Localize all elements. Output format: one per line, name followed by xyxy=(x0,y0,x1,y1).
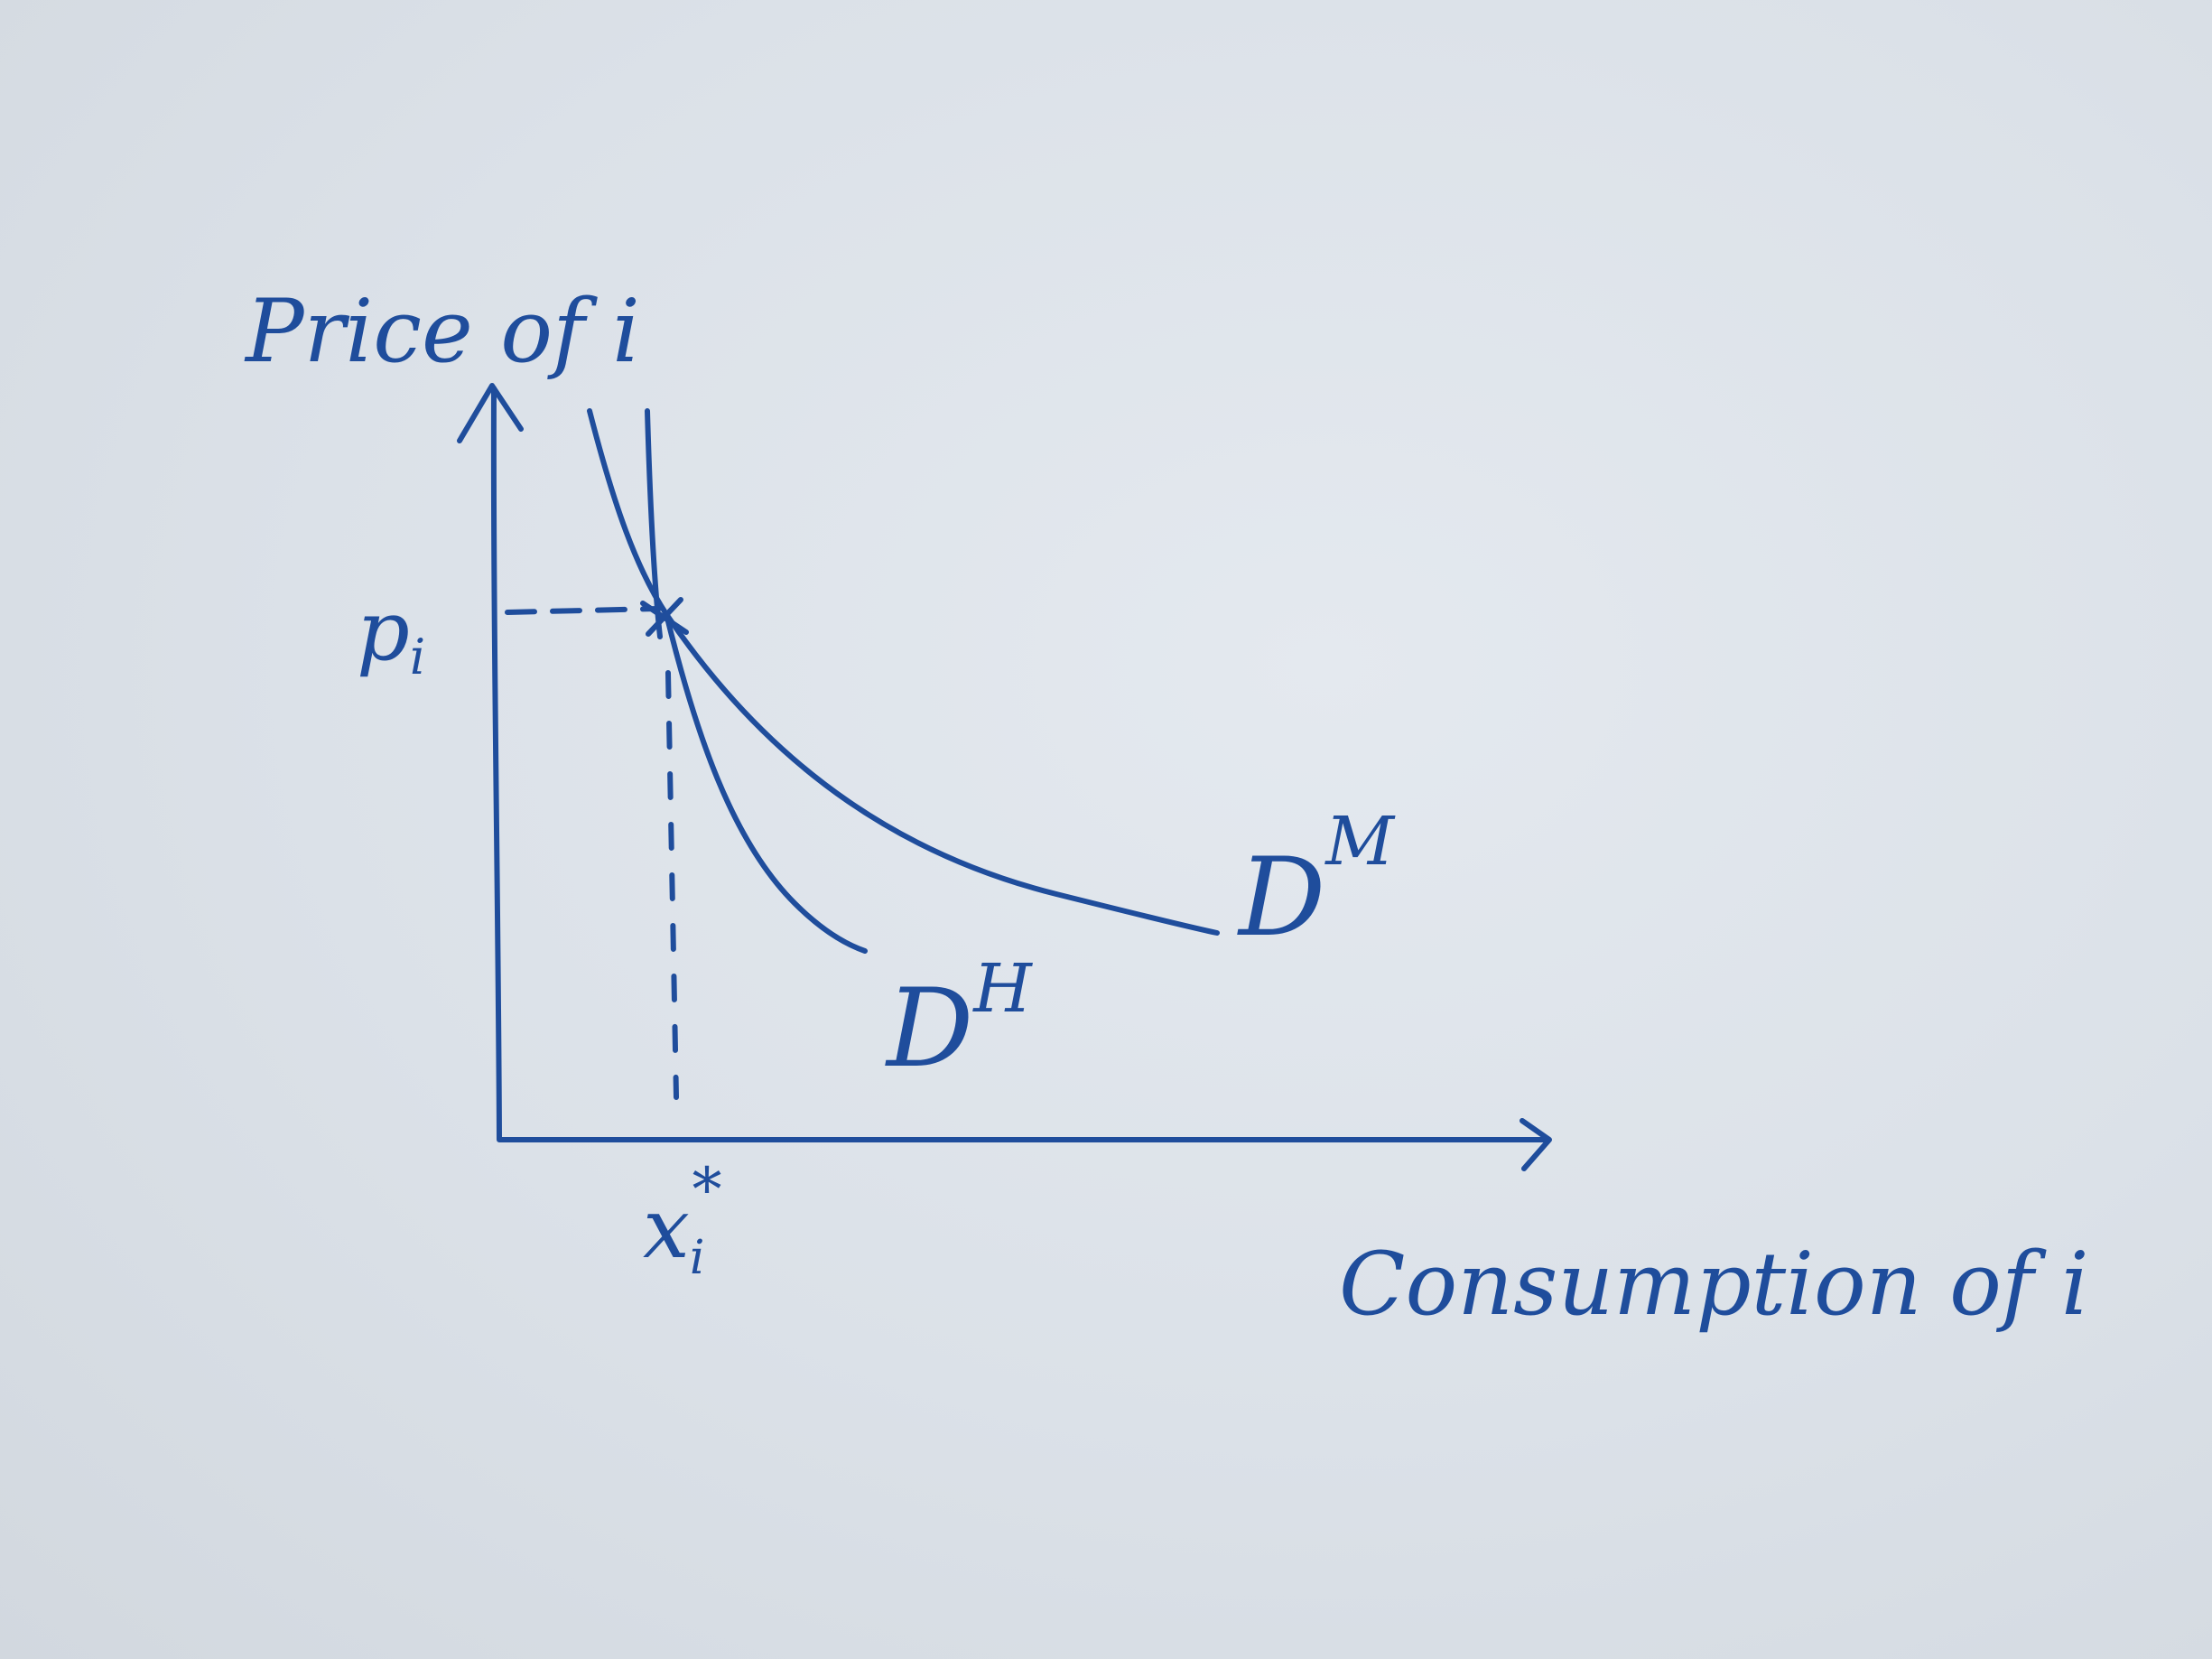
price-level-symbol: p xyxy=(357,583,410,679)
quantity-level-subscript: i xyxy=(690,1231,705,1285)
price-level-label: pi xyxy=(357,583,425,685)
quantity-level-symbol: x xyxy=(643,1180,690,1277)
hicksian-curve-superscript: H xyxy=(971,950,1033,1028)
marshallian-demand-curve xyxy=(587,408,1220,936)
marshallian-curve-letter: D xyxy=(1237,835,1325,961)
quantity-guide-line xyxy=(665,670,679,1100)
quantity-level-superscript: * xyxy=(692,1155,722,1225)
price-guide-line xyxy=(505,606,662,615)
marshallian-curve-superscript: M xyxy=(1324,803,1396,881)
hicksian-curve-letter: D xyxy=(885,966,973,1092)
quantity-level-label: xi * xyxy=(643,1155,722,1285)
ink-layer xyxy=(457,383,1552,1171)
intersection-mark xyxy=(640,597,689,637)
x-axis-arrowhead xyxy=(1520,1118,1552,1171)
y-axis xyxy=(490,386,1551,1142)
price-level-subscript: i xyxy=(410,629,425,685)
marshallian-curve-label: DM xyxy=(1237,803,1396,961)
hicksian-curve-label: DH xyxy=(885,950,1033,1092)
y-axis-arrowhead xyxy=(457,383,524,443)
hicksian-demand-curve xyxy=(664,611,868,954)
x-axis-label: Consumption of i xyxy=(1339,1234,2089,1335)
y-axis-label: Price of i xyxy=(244,281,640,382)
